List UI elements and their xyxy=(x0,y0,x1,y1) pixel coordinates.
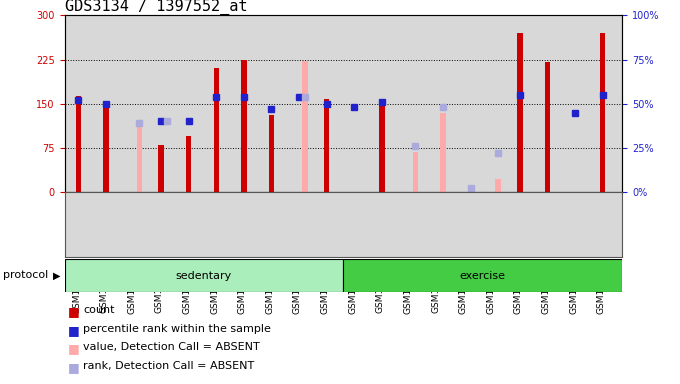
Text: ■: ■ xyxy=(68,361,80,374)
Bar xyxy=(158,145,164,192)
Text: exercise: exercise xyxy=(460,270,506,281)
Text: rank, Detection Call = ABSENT: rank, Detection Call = ABSENT xyxy=(83,361,254,371)
Text: sedentary: sedentary xyxy=(176,270,232,281)
Bar xyxy=(214,68,219,192)
Bar xyxy=(103,103,109,192)
Bar xyxy=(379,101,385,192)
Bar xyxy=(75,96,81,192)
Bar xyxy=(137,124,142,192)
Text: GDS3134 / 1397552_at: GDS3134 / 1397552_at xyxy=(65,0,247,15)
Bar xyxy=(65,259,343,292)
Text: ■: ■ xyxy=(68,305,80,318)
Text: ■: ■ xyxy=(68,342,80,355)
Bar xyxy=(343,259,622,292)
Bar xyxy=(186,136,191,192)
Bar xyxy=(413,152,418,192)
Text: count: count xyxy=(83,305,114,315)
Bar xyxy=(241,60,247,192)
Text: ▶: ▶ xyxy=(53,270,61,280)
Bar xyxy=(496,179,500,192)
Text: protocol: protocol xyxy=(3,270,49,280)
Bar xyxy=(545,63,550,192)
Bar xyxy=(324,99,329,192)
Bar xyxy=(440,113,445,192)
Text: value, Detection Call = ABSENT: value, Detection Call = ABSENT xyxy=(83,342,260,352)
Text: ■: ■ xyxy=(68,324,80,337)
Bar xyxy=(269,116,274,192)
Bar xyxy=(517,33,523,192)
Text: percentile rank within the sample: percentile rank within the sample xyxy=(83,324,271,334)
Bar xyxy=(600,33,605,192)
Bar xyxy=(302,61,307,192)
